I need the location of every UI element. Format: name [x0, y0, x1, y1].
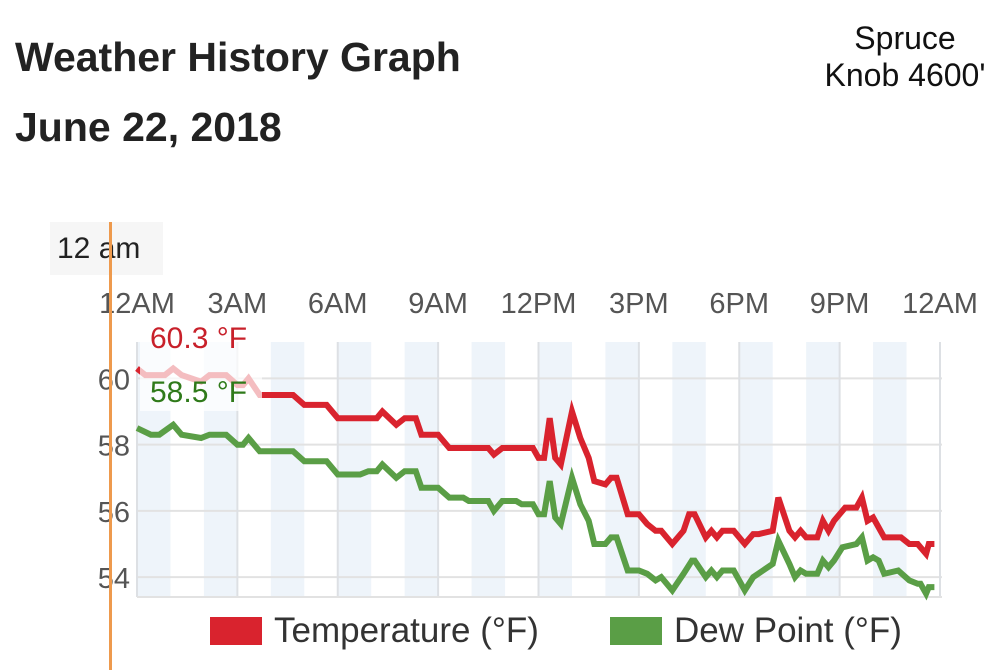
- hour-band: [270, 342, 305, 597]
- hour-band: [739, 342, 773, 597]
- x-tick-label: 3PM: [609, 288, 669, 320]
- tooltip-dewpoint-value: 58.5 °F: [150, 376, 248, 409]
- legend-label-temperature: Temperature (°F): [274, 611, 539, 650]
- y-tick-label: 54: [98, 563, 130, 595]
- station-line-1: Spruce: [854, 20, 956, 56]
- time-cursor-line[interactable]: [109, 222, 112, 670]
- value-labels-backdrop: [140, 325, 262, 411]
- legend-item-dewpoint[interactable]: Dew Point (°F): [610, 608, 902, 654]
- hour-band: [538, 342, 572, 597]
- x-tick-label: 9AM: [408, 288, 468, 320]
- y-tick-label: 58: [98, 431, 130, 463]
- x-tick-label: 9PM: [810, 288, 870, 320]
- y-tick-label: 60: [98, 364, 130, 396]
- y-tick-label: 56: [98, 497, 130, 529]
- dewpoint-line: [135, 420, 935, 601]
- hour-band: [806, 342, 840, 597]
- x-tick-label: 6PM: [709, 288, 769, 320]
- legend-label-dewpoint: Dew Point (°F): [674, 611, 902, 650]
- tooltip-temperature-value: 60.3 °F: [150, 322, 248, 355]
- x-tick-label: 3AM: [208, 288, 268, 320]
- title-line-1: Weather History Graph: [15, 34, 461, 80]
- hour-band: [873, 342, 907, 597]
- x-tick-label: 12AM: [902, 288, 978, 320]
- station-name: Spruce Knob 4600': [800, 20, 1006, 94]
- station-line-2: Knob 4600': [824, 57, 986, 93]
- x-tick-label: 6AM: [308, 288, 368, 320]
- hour-band: [471, 342, 506, 597]
- legend-item-temperature[interactable]: Temperature (°F): [210, 608, 539, 654]
- temperature-swatch: [210, 617, 262, 645]
- hour-band: [672, 342, 706, 597]
- title-date: June 22, 2018: [15, 104, 282, 150]
- temperature-line: [135, 364, 935, 561]
- dewpoint-swatch: [610, 617, 662, 645]
- x-tick-label: 12PM: [501, 288, 577, 320]
- page-title: Weather History Graph June 22, 2018: [15, 22, 461, 162]
- tooltip-time: 12 am: [50, 222, 163, 275]
